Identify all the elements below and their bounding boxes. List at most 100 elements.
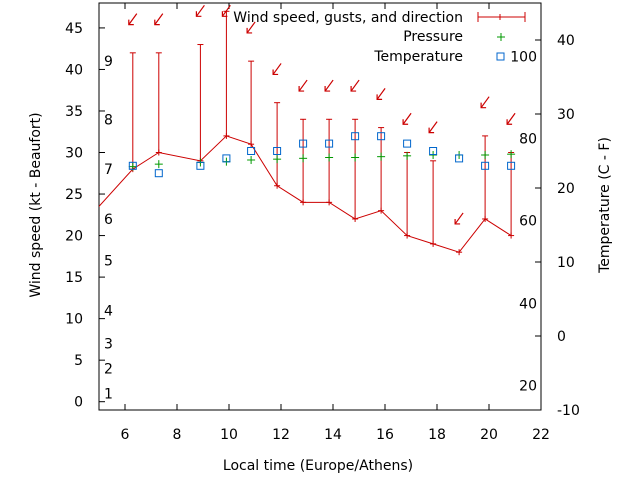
wind-direction-arrow [221, 4, 231, 17]
arrow-head [298, 86, 305, 92]
x-tick-label: 8 [173, 427, 182, 443]
arrow-shaft [246, 21, 256, 34]
beaufort-label: 8 [104, 112, 113, 128]
arrow-head [506, 119, 513, 125]
pressure-point [154, 160, 163, 169]
wind-direction-arrow [506, 112, 516, 125]
y-tick-label: 10 [65, 312, 83, 328]
arrow-shaft [128, 13, 138, 25]
y-tick-label: 0 [74, 395, 83, 411]
temperature-point [351, 132, 360, 141]
beaufort-label: 5 [104, 253, 113, 269]
fahrenheit-label: 40 [519, 296, 537, 312]
x-tick-label: 10 [220, 427, 238, 443]
wind-direction-arrow [246, 21, 256, 34]
arrow-head [154, 19, 160, 26]
y-tick-label: 20 [65, 229, 83, 245]
pressure-point [507, 150, 516, 159]
wind-speed-point [155, 149, 162, 156]
beaufort-label: 4 [104, 303, 113, 319]
wind-speed-point [326, 199, 333, 206]
y-tick-label: 35 [65, 104, 83, 120]
y-tick-label: 45 [65, 21, 83, 37]
y-tick-label: 15 [65, 270, 83, 286]
fahrenheit-label: 80 [519, 131, 537, 147]
x-tick-label: 16 [376, 427, 394, 443]
x-tick-label: 20 [480, 427, 498, 443]
legend-marker-temperature [496, 52, 505, 61]
wind-direction-arrow [402, 112, 412, 125]
pressure-point [429, 151, 438, 160]
plot-frame [98, 2, 542, 411]
series-group [99, 4, 516, 256]
arrow-shaft [298, 79, 308, 92]
wind-direction-arrow [428, 121, 438, 134]
arrow-shaft [221, 4, 231, 17]
wind-direction-arrow [454, 212, 464, 225]
pressure-point [351, 153, 360, 162]
wind-speed-point [378, 207, 385, 214]
x-tick-label: 18 [428, 427, 446, 443]
beaufort-label: 2 [104, 361, 113, 377]
pressure-point [273, 155, 282, 164]
beaufort-label: 9 [104, 54, 113, 70]
y2-tick-label: 30 [557, 107, 575, 123]
plot-area: 6 8 10 12 14 16 18 20 22051015202530354045-10010… [65, 2, 580, 443]
temperature-point [403, 139, 412, 148]
arrow-head [324, 86, 331, 92]
arrow-head [195, 11, 202, 17]
y-tick-label: 30 [65, 146, 83, 162]
temperature-point [377, 132, 386, 141]
wind-direction-arrow [272, 63, 282, 76]
arrow-shaft [402, 112, 412, 125]
wind-direction-arrow [154, 13, 164, 26]
temperature-point [273, 147, 282, 155]
wind-direction-arrow [128, 13, 138, 26]
legend-marker-pressure [497, 33, 505, 41]
temperature-point [429, 147, 438, 155]
arrow-shaft [272, 63, 282, 75]
x-tick-label: 6 [121, 427, 130, 443]
temperature-point [196, 161, 205, 170]
legend-label-temperature: Temperature [373, 49, 463, 65]
arrow-shaft [324, 79, 334, 92]
wind-speed-point [508, 232, 515, 239]
wind-direction-arrow [350, 79, 360, 92]
y2-tick-label: 0 [557, 329, 566, 345]
beaufort-label: 7 [104, 162, 113, 178]
pressure-point [377, 152, 386, 161]
legend-label-pressure: Pressure [403, 29, 463, 45]
wind-direction-arrow [480, 96, 490, 109]
temperature-point [507, 161, 516, 170]
arrow-head [454, 218, 461, 225]
x-tick-label: 22 [532, 427, 550, 443]
wind-direction-arrow [376, 88, 386, 100]
wind-speed-point [300, 199, 307, 206]
beaufort-label: 1 [104, 386, 113, 402]
beaufort-label: 3 [104, 337, 113, 353]
temperature-point [481, 161, 490, 170]
fahrenheit-label: 60 [519, 214, 537, 230]
temperature-point [455, 154, 464, 163]
arrow-head [480, 102, 487, 109]
arrow-head [350, 86, 357, 92]
x-tick-label: 14 [324, 427, 342, 443]
wind-speed-point [274, 182, 281, 189]
fahrenheit-label: 20 [519, 379, 537, 395]
arrow-shaft [350, 79, 360, 92]
arrow-head [272, 69, 279, 76]
wind-speed-point [404, 232, 411, 239]
arrow-shaft [428, 121, 438, 133]
y2-tick-label: 20 [557, 181, 575, 197]
wind-speed-point [456, 249, 463, 256]
wind-speed-point [430, 240, 437, 247]
legend: Wind speed, gusts, and direction Pressur… [233, 10, 526, 65]
arrow-head [402, 119, 409, 125]
wind-direction-arrow [195, 4, 205, 17]
wind-speed-line [99, 135, 512, 253]
y2-tick-label: 40 [557, 33, 575, 49]
wind-speed-point [352, 215, 359, 222]
pressure-point [299, 154, 308, 163]
wind-speed-point [482, 215, 489, 222]
